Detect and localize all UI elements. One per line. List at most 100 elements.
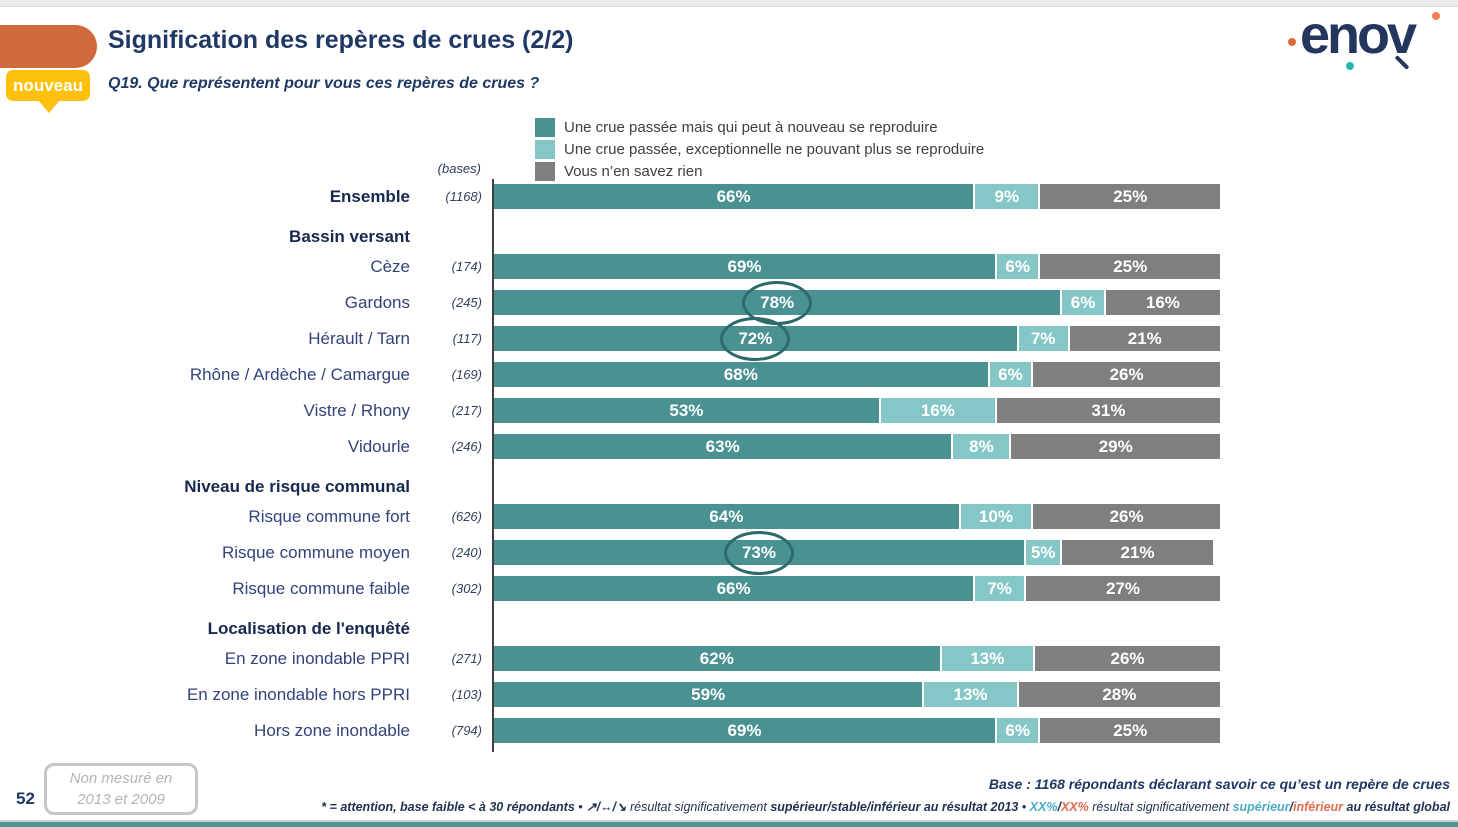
segment-value-label: 6% (1070, 292, 1096, 312)
segment-value-label: 16% (1145, 292, 1180, 312)
bar-segment-series-3: 26% (1031, 362, 1220, 387)
segment-value-label: 21% (1120, 542, 1155, 562)
segment-value-label: 10% (978, 506, 1013, 526)
chart-row: En zone inondable PPRI (271) 62% 13% 26% (0, 646, 1220, 682)
legend-item: Vous n’en savez rien (535, 160, 984, 182)
segment-value-label: 9% (994, 186, 1020, 206)
legend-swatch-light-teal (535, 139, 555, 159)
row-base-count: (302) (451, 581, 482, 596)
chart-row: Cèze (174) 69% 6% 25% (0, 254, 1220, 290)
row-label: En zone inondable hors PPRI (186, 685, 410, 704)
bar-segment-series-2: 13% (939, 646, 1034, 671)
stacked-bar: 73% 5% 21% (494, 530, 1220, 575)
chart-row: Risque commune fort (626) 64% 10% 26% (0, 504, 1220, 540)
stacked-bar: 72% 7% 21% (494, 316, 1220, 361)
segment-value-label: 16% (920, 400, 955, 420)
row-label: Ensemble (329, 187, 410, 206)
bar-segment-series-1: 66% (494, 576, 974, 601)
bar-segment-series-2: 16% (878, 398, 995, 423)
chart-legend: Une crue passée mais qui peut à nouveau … (535, 116, 984, 182)
bar-segment-series-3: 29% (1009, 434, 1220, 459)
chart-row: Risque commune faible (302) 66% 7% 27% (0, 576, 1220, 612)
bar-segment-series-2: 5% (1023, 540, 1061, 565)
segment-value-label: 6% (1005, 720, 1030, 740)
bar-segment-series-1: 73% (494, 530, 1024, 575)
segment-value-label: 13% (970, 648, 1005, 668)
segment-value-label: 25% (1113, 720, 1148, 740)
legend-label: Une crue passée, exceptionnelle ne pouva… (564, 140, 985, 158)
chart-row: Gardons (245) 78% 6% 16% (0, 280, 1220, 326)
stacked-bar: 62% 13% 26% (494, 646, 1220, 671)
bar-segment-series-1: 63% (494, 434, 952, 459)
bar-segment-series-3: 26% (1033, 646, 1220, 671)
bar-segment-series-3: 21% (1067, 326, 1220, 351)
row-label: Rhône / Ardèche / Camargue (189, 365, 410, 384)
bar-segment-series-2: 6% (994, 254, 1039, 279)
bar-segment-series-2: 7% (973, 576, 1024, 601)
bar-segment-series-1: 72% (494, 316, 1017, 361)
row-label: En zone inondable PPRI (224, 649, 410, 668)
row-base-count: (271) (451, 651, 482, 666)
bases-column-header: (bases) (437, 161, 481, 176)
legend-label: Vous n’en savez rien (564, 162, 703, 180)
bar-segment-series-3: 25% (1038, 184, 1220, 209)
highlight-circle-annotation (723, 530, 794, 575)
bar-segment-series-1: 53% (494, 398, 879, 423)
chart-axis-line (492, 179, 494, 752)
row-label: Vidourle (347, 437, 410, 456)
stacked-bar: 68% 6% 26% (494, 362, 1220, 387)
segment-value-label: 26% (1109, 506, 1144, 526)
stacked-bar: 66% 9% 25% (494, 184, 1220, 209)
bar-segment-series-2: 6% (987, 362, 1032, 387)
bar-segment-series-1: 62% (494, 646, 940, 671)
bar-segment-series-2: 6% (994, 718, 1039, 743)
row-base-count: (626) (451, 509, 482, 524)
chart-row: Vistre / Rhony (217) 53% 16% 31% (0, 398, 1220, 434)
bar-segment-series-2: 6% (1060, 290, 1104, 315)
bar-segment-series-3: 26% (1031, 504, 1220, 529)
row-label: Cèze (370, 257, 410, 276)
row-base-count: (174) (451, 259, 482, 274)
section-header-row: Niveau de risque communal (0, 470, 1220, 504)
segment-value-label: 69% (727, 256, 762, 276)
segment-value-label: 64% (709, 506, 744, 526)
stacked-bar: 78% 6% 16% (494, 280, 1220, 325)
section-header-label: Localisation de l'enquêté (207, 619, 410, 638)
segment-value-label: 21% (1127, 328, 1162, 348)
stacked-bar: 53% 16% 31% (494, 398, 1220, 423)
bar-segment-series-2: 9% (973, 184, 1039, 209)
chart-row: Rhône / Ardèche / Camargue (169) 68% 6% 26% (0, 362, 1220, 398)
logo-wordmark: enov (1300, 5, 1417, 65)
footnote-arrows: ↗/↔/↘ (586, 800, 627, 814)
row-base-count: (246) (451, 439, 482, 454)
legend-swatch-gray (535, 161, 555, 181)
segment-value-label: 66% (716, 186, 751, 206)
page-number: 52 (16, 789, 35, 808)
segment-value-label: 7% (987, 578, 1012, 598)
footnote-xx-superior: XX% (1029, 800, 1058, 814)
segment-value-label: 69% (727, 720, 762, 740)
chart-row: Vidourle (246) 63% 8% 29% (0, 434, 1220, 470)
stacked-bar: 63% 8% 29% (494, 434, 1220, 459)
stacked-bar: 69% 6% 25% (494, 718, 1220, 743)
chart-row: Risque commune moyen (240) 73% 5% 21% (0, 530, 1220, 576)
segment-value-label: 5% (1030, 542, 1056, 562)
bar-segment-series-2: 7% (1016, 326, 1068, 351)
row-label: Risque commune moyen (221, 543, 410, 562)
bar-segment-series-3: 21% (1060, 540, 1213, 565)
chart-row: En zone inondable hors PPRI (103) 59% 13% 28… (0, 682, 1220, 718)
not-measured-note-box: Non mesuré en 2013 et 2009 (44, 763, 198, 815)
segment-value-label: 26% (1109, 364, 1144, 384)
segment-value-label: 28% (1102, 684, 1137, 704)
bar-segment-series-3: 28% (1016, 682, 1220, 707)
logo-orange-dot-right (1432, 12, 1440, 20)
logo-teal-dot (1346, 62, 1354, 70)
footnote: * = attention, base faible < à 30 répond… (321, 800, 1450, 814)
segment-value-label: 66% (716, 578, 751, 598)
bar-segment-series-1: 68% (494, 362, 988, 387)
enov-logo: enov (1284, 2, 1456, 76)
stacked-bar: 69% 6% 25% (494, 254, 1220, 279)
segment-value-label: 53% (669, 400, 704, 420)
bar-segment-series-2: 8% (951, 434, 1010, 459)
bar-segment-series-3: 25% (1038, 718, 1220, 743)
